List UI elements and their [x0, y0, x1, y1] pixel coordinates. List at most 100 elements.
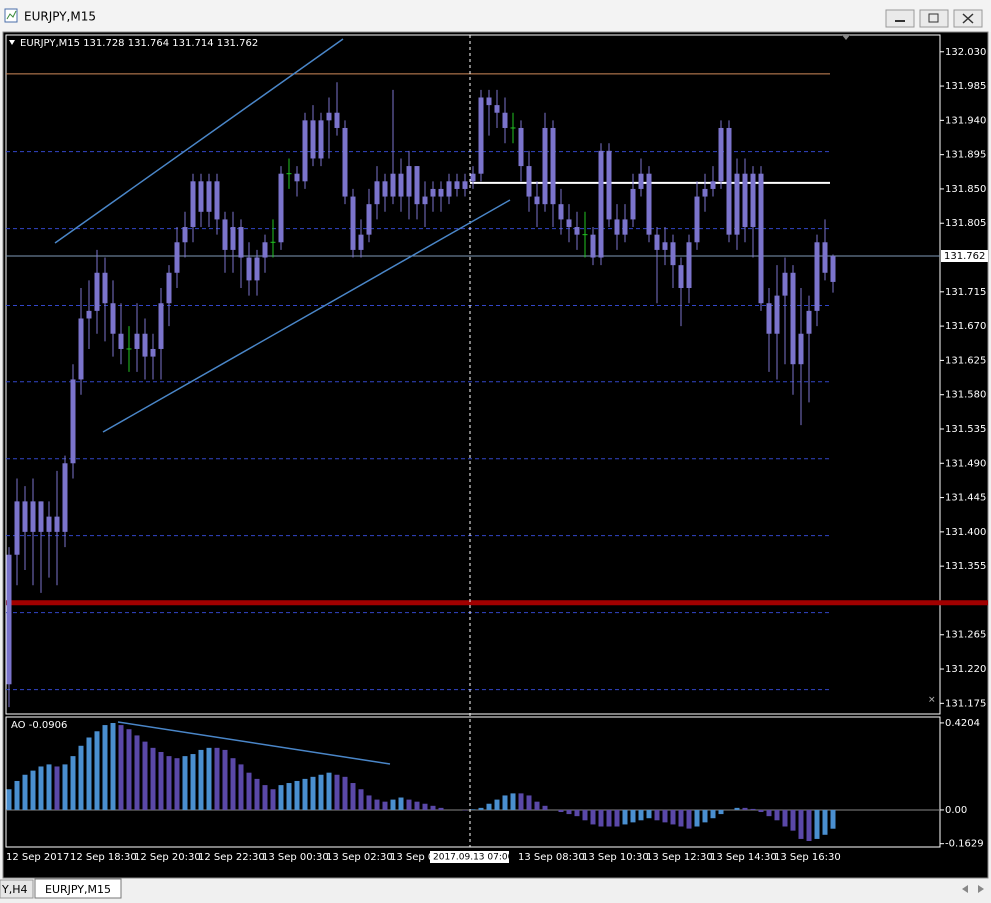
ao-bar [519, 793, 524, 810]
candle-body [295, 174, 300, 182]
candle-body [559, 204, 564, 219]
ao-bar [71, 756, 76, 810]
candle-body [831, 256, 836, 282]
candle-body [503, 113, 508, 128]
candle-body [335, 113, 340, 128]
candle-body [111, 303, 116, 333]
y-tick-label: 131.490 [945, 458, 986, 469]
ao-bar [487, 804, 492, 810]
ao-bar [423, 804, 428, 810]
minimize-button[interactable] [886, 10, 914, 27]
ao-bar [559, 810, 564, 812]
ao-bar [391, 800, 396, 810]
candle-body [687, 242, 692, 288]
x-tick-label: 13 Sep 02:30 [326, 852, 393, 863]
candle-body [695, 197, 700, 243]
indicator-last: -0.0906 [29, 720, 68, 731]
ao-bar [359, 789, 364, 810]
candle-body [807, 311, 812, 334]
candle-body [447, 181, 452, 196]
ao-bar [399, 798, 404, 810]
candle-body [799, 334, 804, 364]
ao-bar [679, 810, 684, 827]
candle-body [639, 174, 644, 189]
ao-bar [55, 766, 60, 809]
ao-bar [263, 785, 268, 810]
candle-body [23, 501, 28, 531]
close-icon[interactable]: ✕ [928, 696, 936, 706]
ao-bar [671, 810, 676, 824]
x-tick-label: 13 Sep 08:30 [518, 852, 585, 863]
candle-body [207, 181, 212, 211]
current-price-label: 131.762 [944, 251, 985, 262]
ao-bar [663, 810, 668, 822]
ao-bar [175, 758, 180, 810]
y-tick-label: 131.850 [945, 184, 986, 195]
ao-bar [135, 735, 140, 810]
candle-body [311, 120, 316, 158]
ao-bar [15, 781, 20, 810]
ao-bar [279, 785, 284, 810]
ao-bar [287, 783, 292, 810]
ao-bar [799, 810, 804, 839]
ao-bar [791, 810, 796, 831]
candle-body [7, 555, 12, 685]
candle-body [135, 334, 140, 349]
ao-bar [335, 775, 340, 810]
candle-body [711, 181, 716, 189]
ao-bar [207, 748, 212, 810]
y-tick-label: 131.670 [945, 321, 986, 332]
candle-body [391, 174, 396, 197]
ao-bar [351, 783, 356, 810]
ao-bar [63, 764, 68, 810]
candle-body [263, 242, 268, 257]
ao-bar [599, 810, 604, 827]
candle-body [159, 303, 164, 349]
candle-body [55, 517, 60, 532]
candle-body [87, 311, 92, 319]
candle-body [767, 303, 772, 333]
candle-body [31, 501, 36, 531]
candle-body [791, 273, 796, 364]
ao-bar [223, 750, 228, 810]
candle-body [519, 128, 524, 166]
tab-label[interactable]: EURJPY,M15 [45, 883, 111, 896]
candle-body [231, 227, 236, 250]
ao-bar [295, 781, 300, 810]
ao-bar [431, 806, 436, 810]
last-low: 131.714 [172, 38, 213, 49]
tab-label[interactable]: Y,H4 [1, 883, 28, 896]
candle-body [167, 273, 172, 303]
restore-button[interactable] [920, 10, 948, 27]
candle-body [279, 174, 284, 243]
x-tick-label: 13 Sep 00:30 [262, 852, 329, 863]
candle-body [367, 204, 372, 234]
candle-body [247, 258, 252, 281]
ao-bar [23, 775, 28, 810]
x-tick-label: 13 Sep 14:30 [710, 852, 777, 863]
candle-body [647, 174, 652, 235]
y-tick-label: 131.940 [945, 115, 986, 126]
tab-bar [0, 879, 991, 899]
y-tick-label: 131.580 [945, 390, 986, 401]
ao-bar [127, 729, 132, 810]
y-tick-label: 131.535 [945, 424, 986, 435]
indicator-y-tick-label: 0.00 [945, 805, 967, 816]
ao-bar [407, 800, 412, 810]
ao-bar [647, 810, 652, 818]
candle-body [607, 151, 612, 220]
y-tick-label: 131.715 [945, 287, 986, 298]
ao-bar [383, 802, 388, 810]
candle-body [751, 174, 756, 227]
candle-body [671, 242, 676, 265]
ao-bar [543, 806, 548, 810]
ao-bar [303, 779, 308, 810]
y-tick-label: 131.985 [945, 81, 986, 92]
ao-bar [815, 810, 820, 839]
ao-bar [319, 775, 324, 810]
ao-bar [775, 810, 780, 820]
candle-body [743, 174, 748, 227]
ao-bar [511, 793, 516, 810]
ao-bar [327, 773, 332, 810]
indicator-name: AO [11, 720, 26, 731]
